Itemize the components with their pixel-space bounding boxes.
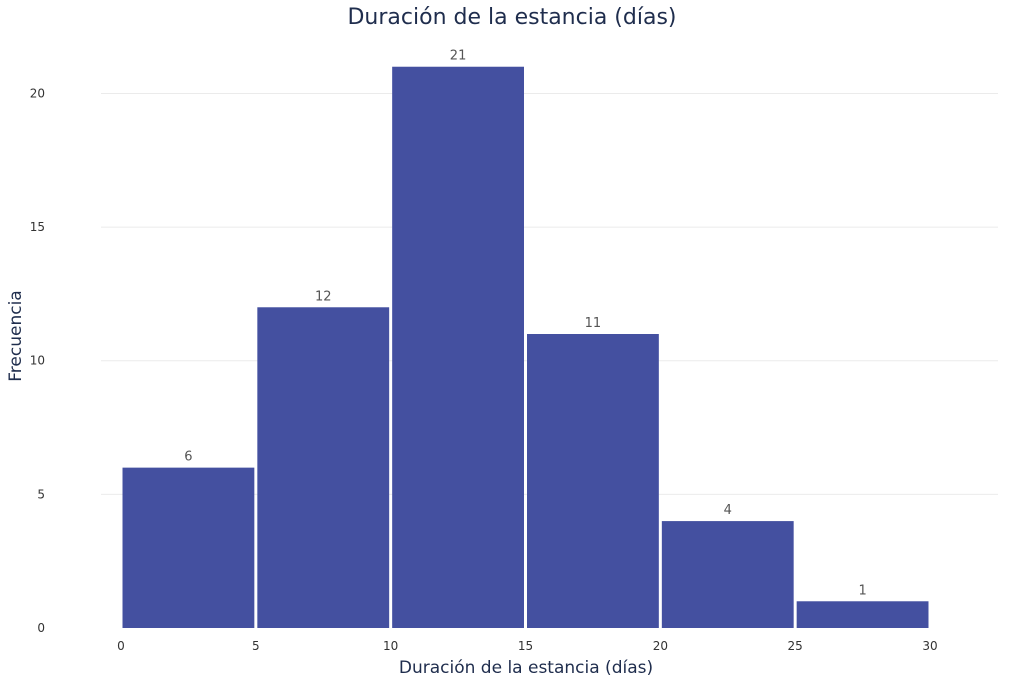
x-tick-label: 25 xyxy=(788,639,803,653)
y-tick-label: 5 xyxy=(37,487,45,501)
histogram-bar xyxy=(527,334,659,628)
histogram-bar xyxy=(661,521,794,628)
bar-value-label: 11 xyxy=(585,316,602,331)
x-axis-ticks: 0 5 10 15 20 25 30 xyxy=(117,639,937,653)
y-axis-ticks: 0 5 10 15 20 xyxy=(30,86,45,635)
y-axis-title: Frecuencia xyxy=(6,290,26,381)
x-tick-label: 20 xyxy=(653,639,668,653)
histogram-bar xyxy=(796,601,929,628)
bar-value-label: 1 xyxy=(858,583,866,598)
x-tick-label: 10 xyxy=(383,639,398,653)
histogram-bar xyxy=(257,307,390,628)
bar-value-label: 6 xyxy=(184,450,192,465)
bar-labels: 6 12 21 11 4 1 xyxy=(184,49,866,599)
bars xyxy=(122,66,929,628)
x-tick-label: 30 xyxy=(922,639,937,653)
histogram-bar xyxy=(122,467,255,628)
bar-value-label: 21 xyxy=(450,49,467,64)
x-tick-label: 0 xyxy=(117,639,125,653)
y-tick-label: 20 xyxy=(30,86,45,100)
histogram-bar xyxy=(392,66,524,628)
bar-value-label: 12 xyxy=(315,289,332,304)
y-tick-label: 0 xyxy=(37,621,45,635)
chart-title: Duración de la estancia (días) xyxy=(347,5,676,30)
y-tick-label: 10 xyxy=(30,354,45,368)
y-tick-label: 15 xyxy=(30,220,45,234)
x-axis-title: Duración de la estancia (días) xyxy=(399,658,653,678)
x-tick-label: 5 xyxy=(252,639,260,653)
bar-value-label: 4 xyxy=(724,503,732,518)
x-tick-label: 15 xyxy=(518,639,533,653)
